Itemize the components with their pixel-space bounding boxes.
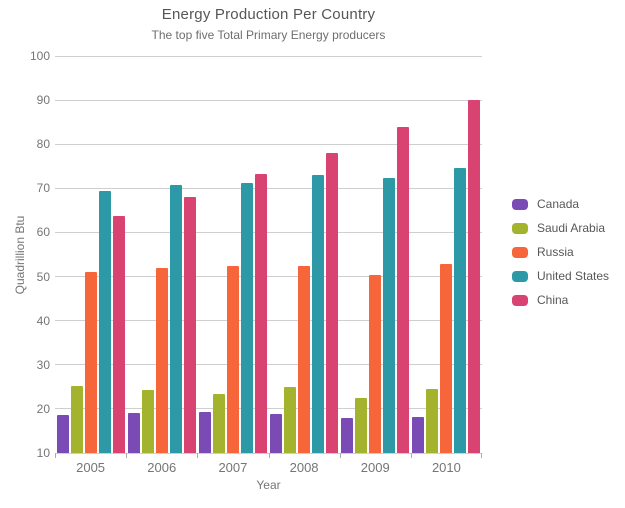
bar-canada-2010	[412, 417, 425, 453]
legend-label-saudi-arabia: Saudi Arabia	[537, 221, 606, 235]
bar-canada-2006	[127, 413, 140, 453]
bar-saudi-arabia-2005	[70, 386, 83, 453]
bar-russia-2007	[226, 265, 239, 453]
legend-label-russia: Russia	[537, 245, 574, 259]
bar-united-states-2008	[312, 175, 325, 453]
legend-label-united-states: United States	[537, 269, 610, 283]
bar-united-states-2009	[383, 177, 396, 453]
canada-swatch-icon	[512, 198, 528, 210]
legend-label-china: China	[537, 293, 569, 307]
bar-russia-2009	[369, 275, 382, 453]
united-states-swatch-icon	[512, 270, 528, 282]
bar-saudi-arabia-2006	[141, 389, 154, 453]
x-tick-mark	[55, 453, 56, 458]
y-tick-label-60: 60	[36, 225, 50, 240]
gridline-30	[55, 364, 482, 366]
bar-russia-2006	[155, 268, 168, 453]
x-tick-mark	[339, 453, 341, 458]
legend-item-china[interactable]: China	[512, 288, 609, 312]
x-tick-mark	[126, 453, 128, 458]
bar-china-2010	[468, 99, 481, 453]
bar-china-2009	[397, 127, 410, 453]
gridline-100	[55, 55, 482, 57]
y-tick-label-20: 20	[36, 401, 50, 416]
bar-united-states-2005	[98, 191, 111, 453]
x-tick-label-2006: 2006	[147, 460, 177, 475]
bar-russia-2008	[298, 265, 311, 453]
x-tick-mark	[481, 453, 482, 458]
bar-united-states-2010	[454, 168, 467, 453]
y-tick-label-30: 30	[36, 357, 50, 372]
bar-saudi-arabia-2008	[284, 387, 297, 453]
x-tick-label-2007: 2007	[218, 460, 248, 475]
bar-canada-2005	[56, 415, 69, 453]
bar-saudi-arabia-2010	[426, 389, 439, 453]
legend-item-saudi-arabia[interactable]: Saudi Arabia	[512, 216, 609, 240]
y-tick-label-40: 40	[36, 313, 50, 328]
x-tick-mark	[197, 453, 199, 458]
x-axis-title: Year	[256, 478, 281, 492]
gridline-60	[55, 231, 482, 233]
legend-item-canada[interactable]: Canada	[512, 192, 609, 216]
x-tick-label-2009: 2009	[360, 460, 390, 475]
y-tick-label-10: 10	[36, 446, 50, 460]
bar-united-states-2007	[240, 182, 253, 453]
gridline-40	[55, 320, 482, 322]
legend-item-russia[interactable]: Russia	[512, 240, 609, 264]
chart-title: Energy Production Per Country	[161, 6, 376, 23]
gridline-70	[55, 187, 482, 189]
legend: Canada Saudi Arabia Russia United States Chi…	[512, 192, 609, 312]
legend-label-canada: Canada	[537, 197, 580, 211]
gridline-20	[55, 408, 482, 410]
bar-china-2008	[326, 152, 339, 453]
y-tick-label-80: 80	[36, 137, 50, 152]
chart-subtitle: The top five Total Primary Energy produc…	[151, 28, 386, 42]
bar-china-2006	[183, 197, 196, 453]
bar-canada-2008	[270, 414, 283, 453]
x-tick-label-2010: 2010	[431, 460, 461, 475]
bar-russia-2005	[84, 272, 97, 453]
bar-canada-2009	[341, 417, 354, 453]
bar-russia-2010	[440, 263, 453, 453]
bar-united-states-2006	[169, 185, 182, 453]
legend-item-united-states[interactable]: United States	[512, 264, 609, 288]
y-tick-label-100: 100	[29, 49, 50, 63]
y-tick-label-90: 90	[36, 93, 50, 108]
bar-saudi-arabia-2009	[355, 397, 368, 453]
x-tick-label-2005: 2005	[76, 460, 106, 475]
gridline-90	[55, 99, 482, 101]
saudi-arabia-swatch-icon	[512, 222, 528, 234]
gridline-80	[55, 143, 482, 145]
plot-area: 2005 2006 2007 2008 2009 2010	[55, 55, 482, 475]
x-tick-mark	[410, 453, 412, 458]
bar-china-2005	[112, 215, 125, 453]
y-tick-label-70: 70	[36, 181, 50, 196]
russia-swatch-icon	[512, 246, 528, 258]
y-axis-tick-labels: 10 20 30 40 50 60 70 80 90 100	[0, 49, 50, 460]
bar-saudi-arabia-2007	[212, 393, 225, 453]
china-swatch-icon	[512, 294, 528, 306]
bar-china-2007	[254, 174, 267, 453]
y-tick-label-50: 50	[36, 269, 50, 284]
x-tick-mark	[268, 453, 270, 458]
gridline-50	[55, 276, 482, 278]
bar-canada-2007	[198, 411, 211, 453]
x-tick-label-2008: 2008	[289, 460, 319, 475]
